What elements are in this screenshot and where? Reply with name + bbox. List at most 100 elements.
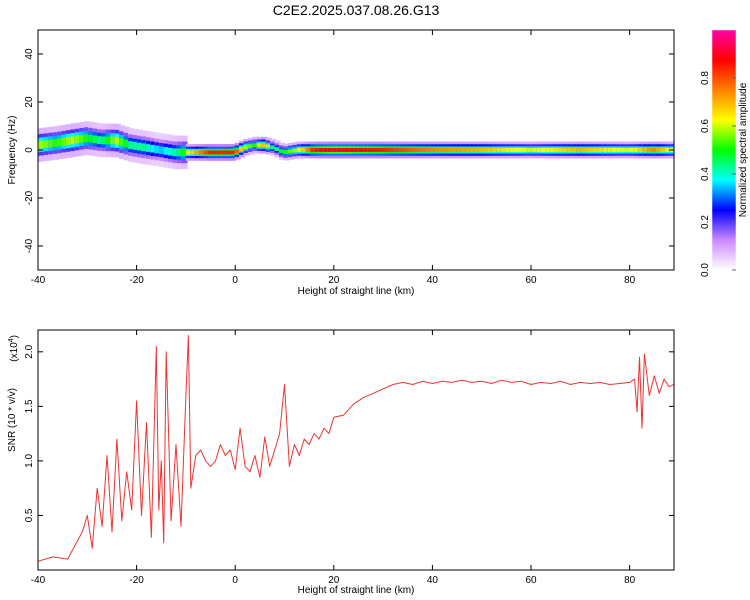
spectrogram-cell [176, 148, 184, 157]
snr-multiplier: (x104) [8, 335, 20, 362]
spectrogram-cell [341, 148, 348, 152]
spectrogram-cell [168, 147, 175, 156]
colorbar-tick-label: 0.4 [700, 167, 711, 181]
spectrogram-cell [207, 150, 215, 155]
snr-ticks: -40 -20 0 20 40 60 80 0.5 1.0 1.5 2.0 [24, 330, 674, 586]
spectrogram-cell [394, 148, 401, 152]
spectrogram-marks [38, 121, 674, 170]
spectrogram-cell [314, 148, 321, 152]
spectrogram-cell [460, 148, 468, 152]
spectrogram-cell [514, 148, 521, 152]
spectrogram-cell [79, 134, 86, 143]
spectrogram-cell [527, 148, 534, 152]
spectrogram-cell [580, 148, 587, 152]
spectrogram-cell [509, 148, 516, 152]
spectrogram-xtick-label: 20 [328, 275, 340, 286]
snr-multiplier-exp: 4 [8, 338, 15, 342]
colorbar-tick-label: 0.8 [700, 71, 711, 85]
spectrogram-cell [296, 148, 303, 152]
spectrogram-cell [505, 148, 512, 152]
spectrogram-cell [243, 145, 250, 150]
snr-xtick-label: 20 [328, 575, 340, 586]
colorbar-label: Normalized spectral amplitude [738, 82, 749, 217]
spectrogram-ylabel: Frequency (Hz) [7, 116, 18, 185]
spectrogram-cell [287, 149, 295, 154]
spectrogram-ytick-label: 20 [24, 96, 35, 108]
spectrogram-cell [522, 148, 530, 152]
spectrogram-cell [540, 148, 547, 152]
spectrogram-cell [123, 139, 130, 148]
spectrogram-cell [159, 146, 166, 154]
spectrogram-cell [310, 148, 317, 152]
spectrogram-xtick-label: 60 [525, 275, 537, 286]
spectrogram-cell [438, 148, 445, 152]
snr-ytick-label: 1.0 [24, 454, 35, 468]
spectrogram-cell [74, 135, 82, 144]
spectrogram-cell [354, 148, 361, 152]
spectrogram-cell [216, 150, 224, 155]
spectrogram-panel: -40 -20 0 20 40 60 80 40 20 0 -20 -40 Height of str… [7, 29, 675, 297]
spectrogram-cell [483, 148, 490, 152]
spectrogram-cell [141, 143, 148, 152]
spectrogram-cell [545, 148, 552, 152]
spectrogram-cell [261, 143, 268, 148]
spectrogram-xtick-label: 0 [232, 275, 238, 286]
spectrogram-cell [349, 148, 357, 152]
spectrogram-cell [536, 148, 543, 152]
spectrogram-cell [61, 137, 68, 146]
spectrogram-cell [336, 148, 343, 152]
spectrogram-cell [647, 148, 654, 152]
spectrogram-cell [638, 148, 645, 152]
snr-ytick-label: 1.5 [24, 399, 35, 413]
spectrogram-cell [656, 148, 663, 152]
spectrogram-cell [620, 148, 627, 152]
spectrogram-cell [39, 140, 46, 149]
spectrogram-cell [212, 150, 219, 155]
spectrogram-cell [531, 148, 539, 152]
spectrogram-cell [398, 148, 405, 152]
spectrogram-cell [567, 148, 574, 152]
spectrogram-cell [190, 150, 197, 155]
spectrogram-cell [221, 150, 228, 155]
spectrogram-cell [318, 148, 326, 152]
spectrogram-cell [518, 148, 525, 152]
spectrogram-cell [301, 148, 308, 152]
spectrogram-cell [456, 148, 463, 152]
spectrogram-cell [465, 148, 472, 152]
snr-panel: -40 -20 0 20 40 60 80 0.5 1.0 1.5 2.0 Height of st… [7, 329, 675, 596]
spectrogram-cell [425, 148, 432, 152]
spectrogram-cell [83, 134, 90, 142]
spectrogram-cell [416, 148, 423, 152]
spectrogram-cell [247, 144, 255, 149]
colorbar-tick-label: 0.2 [700, 215, 711, 229]
spectrogram-cell [230, 150, 237, 155]
spectrogram-cell [491, 148, 499, 152]
spectrogram-cell [57, 138, 64, 147]
spectrogram-cell [376, 148, 383, 152]
spectrogram-cell [358, 148, 366, 152]
spectrogram-cell [150, 144, 157, 153]
spectrogram-cell [265, 144, 272, 149]
snr-multiplier-close: ) [9, 335, 20, 338]
spectrogram-cell [660, 148, 667, 152]
spectrogram-xlabel: Height of straight line (km) [298, 286, 415, 297]
spectrogram-cell [154, 145, 161, 154]
spectrogram-cell [97, 136, 104, 144]
spectrogram-cell [274, 147, 281, 151]
spectrogram-cell [487, 148, 494, 152]
spectrogram-cell [305, 148, 312, 152]
spectrogram-cell [114, 136, 121, 145]
snr-xtick-label: -40 [31, 575, 46, 586]
spectrogram-cell [92, 135, 99, 144]
spectrogram-cell [447, 148, 454, 152]
spectrogram-xtick-label: 40 [427, 275, 439, 286]
spectrogram-cell [199, 150, 206, 155]
spectrogram-xtick-label: -20 [129, 275, 144, 286]
spectrogram-cell [434, 148, 441, 152]
snr-xlabel: Height of straight line (km) [298, 585, 415, 596]
spectrogram-cell [616, 148, 623, 152]
spectrogram-ytick-label: 0 [24, 147, 35, 153]
spectrogram-cell [323, 148, 330, 152]
colorbar-ticks: 0.0 0.2 0.4 0.6 0.8 [700, 71, 736, 277]
